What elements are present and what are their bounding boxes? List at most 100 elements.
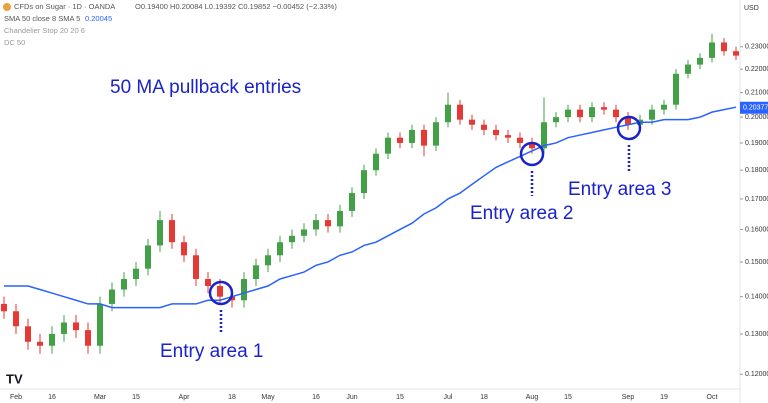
candle-body (493, 129, 499, 136)
x-tick-label: May (261, 394, 275, 401)
candle-body (133, 268, 139, 280)
candle-body (673, 73, 679, 105)
y-tick-label: 0.15000 (745, 259, 768, 266)
candle-body (121, 279, 127, 290)
candle-body (181, 242, 187, 256)
candle-body (685, 64, 691, 74)
chart-title: 50 MA pullback entries (110, 77, 301, 98)
x-tick-label: Jun (346, 394, 357, 401)
candle-body (265, 255, 271, 266)
candle-body (517, 137, 523, 143)
candle-body (445, 104, 451, 123)
candle-body (61, 322, 67, 334)
candle-body (157, 220, 163, 246)
candle-body (13, 311, 19, 327)
chandelier: Chandelier Stop 20 20 6 (4, 26, 85, 35)
candle-body (169, 220, 175, 243)
x-tick-label: 18 (480, 394, 488, 401)
x-tick-label: Oct (707, 394, 718, 401)
candle-body (457, 104, 463, 120)
circle (519, 141, 545, 167)
candle-body (25, 326, 31, 342)
circle (616, 115, 642, 141)
candle-body (193, 255, 199, 280)
y-tick-label: 0.22000 (745, 66, 768, 73)
y-tick-label: 0.17000 (745, 196, 768, 203)
candle-body (505, 135, 511, 138)
candle-body (433, 122, 439, 146)
candle-body (337, 210, 343, 227)
candle-body (253, 265, 259, 280)
currency: USD (744, 5, 759, 12)
annotation: Entry area 3 (568, 179, 672, 200)
candle-body (421, 129, 427, 146)
candle-body (733, 51, 739, 56)
candle-body (577, 109, 583, 118)
x-tick-label: 15 (564, 394, 572, 401)
sma-value: 0.20045 (85, 14, 112, 23)
candle-body (385, 137, 391, 154)
candles: 0.20377 (1, 33, 768, 354)
candle-body (541, 122, 547, 149)
candle-body (73, 322, 79, 331)
candle-body (697, 57, 703, 65)
y-tick-label: 0.14000 (745, 294, 768, 301)
candle-body (97, 303, 103, 346)
ma-line (4, 106, 737, 309)
candle-body (721, 42, 727, 52)
y-tick-label: 0.18000 (745, 167, 768, 174)
candle-body (37, 341, 43, 346)
y-tick-label: 0.16000 (745, 226, 768, 233)
y-tick-label: 0.23000 (745, 44, 768, 51)
y-tick-label: 0.12000 (745, 371, 768, 378)
candle-body (229, 296, 235, 301)
price-tag-label: 0.20377 (743, 105, 768, 112)
candle-body (565, 109, 571, 118)
x-tick-label: Sep (622, 394, 635, 401)
ohlc: O0.19400 H0.20084 L0.19392 C0.19852 −0.0… (135, 2, 337, 11)
sma-label: SMA 50 close 8 SMA 5 (4, 14, 80, 23)
candle-body (205, 279, 211, 286)
x-tick-label: 15 (396, 394, 404, 401)
candle-body (289, 235, 295, 243)
candle-body (145, 245, 151, 269)
candle-body (301, 229, 307, 236)
candle-body (361, 170, 367, 194)
candle-body (373, 153, 379, 171)
x-tick-label: Apr (179, 394, 191, 401)
logo: TV (6, 371, 23, 386)
y-tick-label: 0.19000 (745, 140, 768, 147)
candle-body (709, 42, 715, 58)
x-tick-label: 18 (228, 394, 236, 401)
candle-body (589, 107, 595, 118)
annotation: Entry area 2 (470, 203, 574, 224)
y-tick-label: 0.20000 (745, 114, 768, 121)
candle-body (109, 289, 115, 304)
candle-body (1, 303, 7, 312)
x-tick-label: Aug (526, 394, 539, 401)
candle-body (661, 104, 667, 110)
x-tick-label: 19 (660, 394, 668, 401)
candle-body (613, 109, 619, 118)
candle-body (397, 137, 403, 143)
symbol-icon (3, 3, 11, 11)
x-tick-label: 16 (312, 394, 320, 401)
highlights (208, 115, 642, 334)
candle-body (325, 220, 331, 227)
x-tick-label: 15 (132, 394, 140, 401)
annotation: Entry area 1 (160, 341, 264, 362)
candle-body (277, 242, 283, 256)
candle-body (481, 124, 487, 130)
candle-body (601, 107, 607, 110)
candle-body (553, 117, 559, 123)
price-tag (740, 101, 768, 114)
y-tick-label: 0.21000 (745, 89, 768, 96)
candle-body (409, 129, 415, 143)
x-tick-label: Jul (444, 394, 453, 401)
dc: DC 50 (4, 38, 25, 47)
candle-body (625, 117, 631, 125)
candle-body (49, 333, 55, 346)
